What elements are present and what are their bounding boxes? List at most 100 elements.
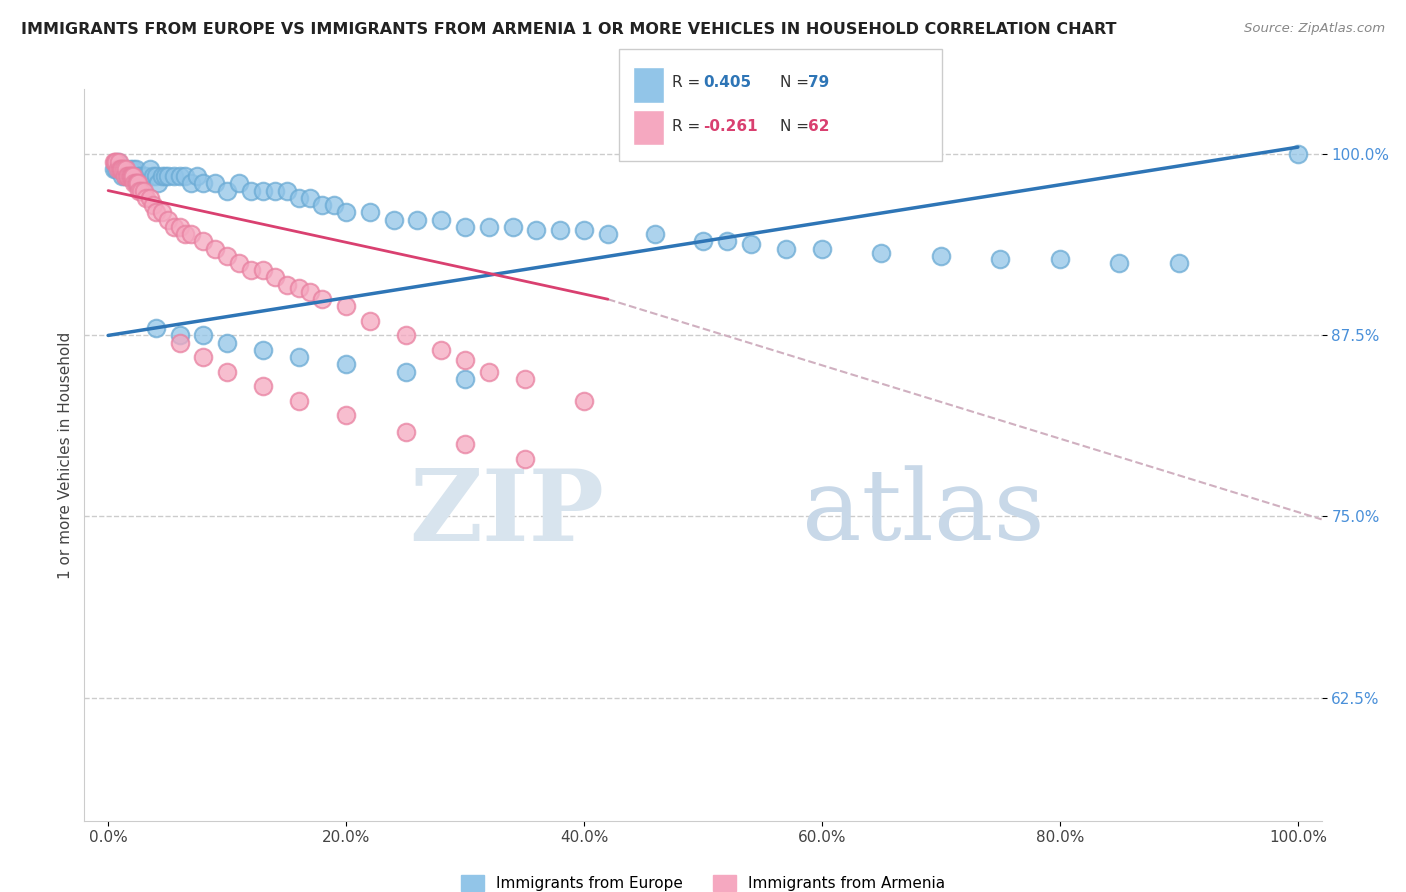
Point [103,161,125,176]
Point [127,177,149,191]
Point [132,184,155,198]
Point [122,169,145,183]
Point [124,169,146,183]
Point [120,169,142,183]
Point [263,184,285,198]
Point [276,184,298,198]
Point [775,242,797,256]
Point [135,191,157,205]
Point [454,353,477,368]
Point [108,161,131,176]
Point [454,372,477,386]
Point [124,177,146,191]
Point [1167,256,1189,270]
Point [430,343,453,357]
Point [394,328,416,343]
Point [115,161,138,176]
Point [335,358,357,372]
Point [128,184,150,198]
Point [107,154,129,169]
Point [108,161,131,176]
Point [104,154,127,169]
Text: N =: N = [780,76,814,90]
Point [124,161,146,176]
Point [150,205,173,219]
Point [394,425,416,440]
Point [596,227,619,241]
Point [252,184,274,198]
Point [716,234,738,248]
Text: IMMIGRANTS FROM EUROPE VS IMMIGRANTS FROM ARMENIA 1 OR MORE VEHICLES IN HOUSEHOL: IMMIGRANTS FROM EUROPE VS IMMIGRANTS FRO… [21,22,1116,37]
Point [359,314,381,328]
Point [169,335,191,350]
Point [430,212,453,227]
Point [155,169,177,183]
Point [359,205,381,219]
Point [162,219,184,234]
Point [112,161,135,176]
Point [115,161,138,176]
Point [124,177,146,191]
Point [180,177,202,191]
Point [204,242,226,256]
Point [162,169,184,183]
Point [108,161,131,176]
Point [114,169,136,183]
Point [120,169,142,183]
Point [118,169,141,183]
Point [454,219,477,234]
Point [117,169,139,183]
Point [115,169,138,183]
Point [239,263,262,277]
Text: ZIP: ZIP [409,465,605,562]
Point [156,212,179,227]
Point [478,219,501,234]
Point [156,169,179,183]
Point [125,177,148,191]
Point [394,365,416,379]
Text: R =: R = [672,120,706,134]
Point [239,184,262,198]
Text: Source: ZipAtlas.com: Source: ZipAtlas.com [1244,22,1385,36]
Point [121,169,143,183]
Point [323,198,346,212]
Point [174,169,197,183]
Point [548,223,571,237]
Point [287,280,309,294]
Point [502,219,524,234]
Point [118,161,141,176]
Point [299,191,322,205]
Point [132,169,155,183]
Point [114,169,136,183]
Point [1108,256,1130,270]
Point [127,169,149,183]
Point [142,198,165,212]
Point [276,277,298,292]
Point [139,191,162,205]
Point [454,437,477,451]
Legend: Immigrants from Europe, Immigrants from Armenia: Immigrants from Europe, Immigrants from … [454,869,952,892]
Text: 62: 62 [808,120,830,134]
Point [103,154,125,169]
Point [299,285,322,299]
Point [572,223,595,237]
Point [311,198,333,212]
Point [252,263,274,277]
Point [193,177,215,191]
Point [1286,147,1309,161]
Point [122,161,145,176]
Point [644,227,666,241]
Point [169,219,191,234]
Point [287,191,309,205]
Point [526,223,548,237]
Point [382,212,405,227]
Point [142,169,165,183]
Point [193,328,215,343]
Point [105,161,128,176]
Point [115,169,138,183]
Text: 79: 79 [808,76,830,90]
Point [108,154,131,169]
Point [186,169,208,183]
Point [335,408,357,422]
Point [150,169,173,183]
